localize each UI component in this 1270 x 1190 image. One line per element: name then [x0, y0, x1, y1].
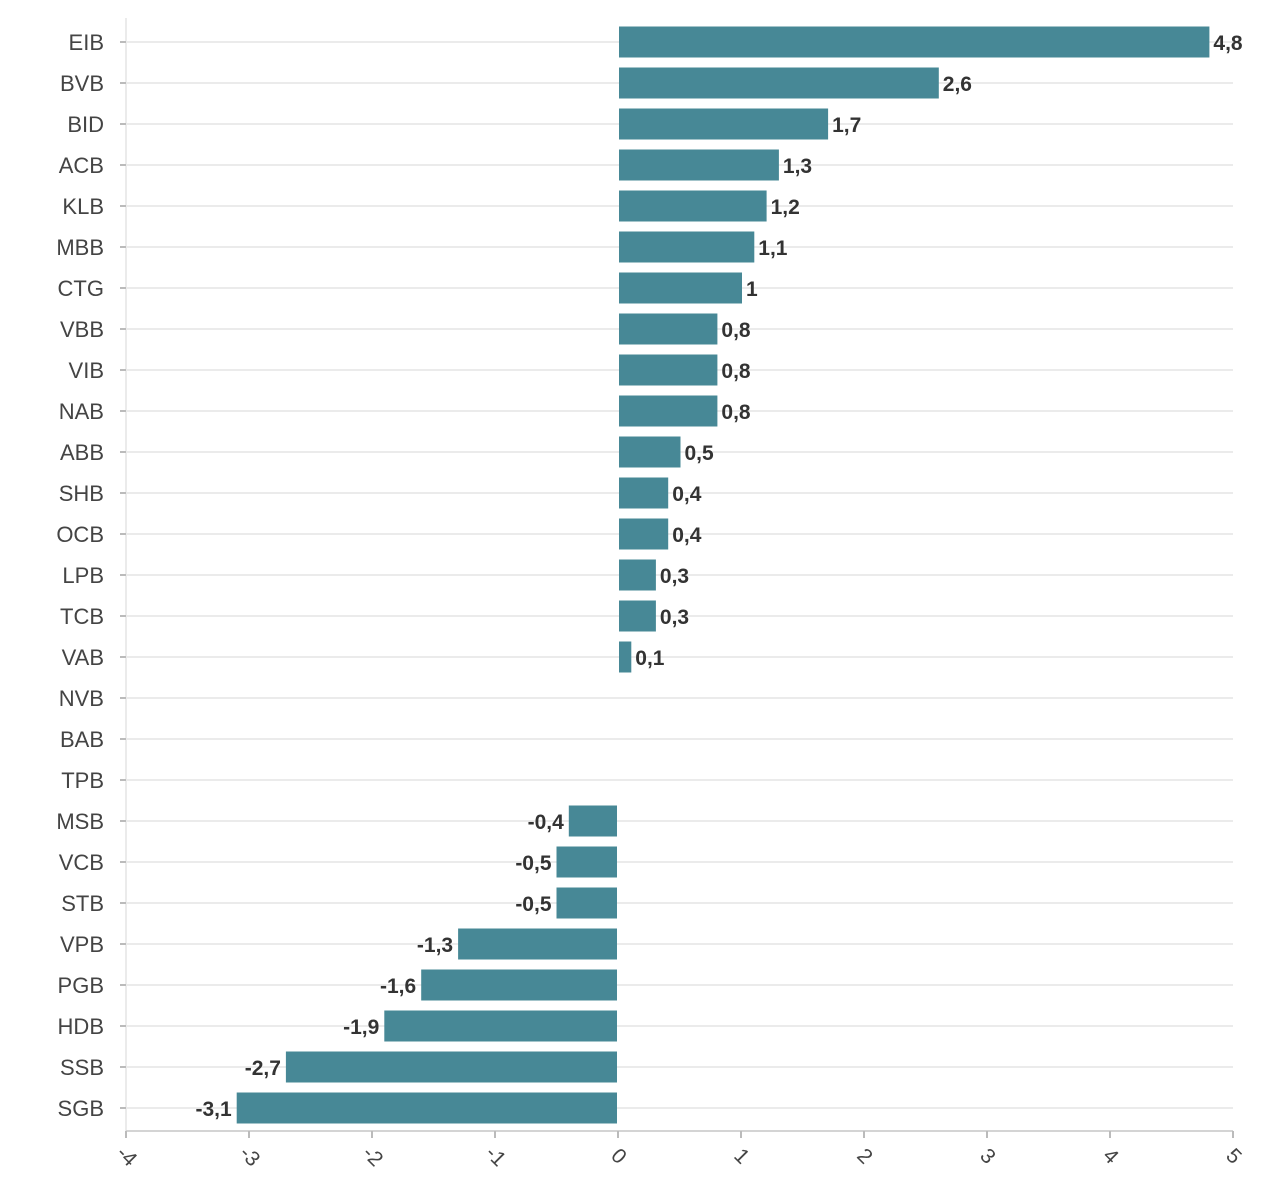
- category-label-nab: NAB: [59, 399, 104, 424]
- value-labels: 4,8 2,6 1,7 1,3 1,2 1,11 0,8 0,8 0,8 0,5 0,4 0,4 0,3…: [196, 32, 1243, 1121]
- bar-ctg: [619, 272, 742, 304]
- bar-ocb: [619, 518, 669, 550]
- category-label-klb: KLB: [62, 194, 104, 219]
- bar-tcb: [619, 600, 656, 632]
- value-label-vcb: -0,5: [515, 852, 552, 875]
- x-tick-label-3: -1: [481, 1142, 510, 1171]
- x-tick-label-5: 1: [729, 1144, 754, 1169]
- category-label-acb: ACB: [59, 153, 104, 178]
- category-label-vbb: VBB: [60, 317, 104, 342]
- value-label-abb: 0,5: [685, 442, 715, 465]
- value-label-nab: 0,8: [721, 401, 751, 424]
- x-tick-label-9: 5: [1221, 1144, 1246, 1169]
- bar-shb: [619, 477, 669, 509]
- bar-vab: [619, 641, 632, 673]
- category-label-stb: STB: [61, 891, 104, 916]
- bar-bvb: [619, 67, 939, 99]
- value-label-tcb: 0,3: [660, 606, 689, 629]
- category-label-vab: VAB: [62, 645, 104, 670]
- bars: [236, 26, 1210, 1124]
- category-label-sgb: SGB: [58, 1096, 104, 1121]
- bar-nab: [619, 395, 718, 427]
- x-tick-label-7: 3: [975, 1144, 1000, 1169]
- bar-stb: [556, 887, 617, 919]
- bar-msb: [568, 805, 617, 837]
- category-label-bab: BAB: [60, 727, 104, 752]
- category-label-vcb: VCB: [59, 850, 104, 875]
- value-label-msb: -0,4: [528, 811, 565, 834]
- bar-abb: [619, 436, 681, 468]
- bar-pgb: [421, 969, 617, 1001]
- category-label-bvb: BVB: [60, 71, 104, 96]
- x-tick-label-0: -4: [112, 1142, 142, 1172]
- value-label-ocb: 0,4: [672, 524, 702, 547]
- category-label-pgb: PGB: [58, 973, 104, 998]
- category-label-bid: BID: [67, 112, 104, 137]
- value-label-sgb: -3,1: [196, 1098, 233, 1121]
- value-label-stb: -0,5: [515, 893, 552, 916]
- bar-mbb: [619, 231, 755, 263]
- bar-vib: [619, 354, 718, 386]
- bar-vcb: [556, 846, 617, 878]
- x-tick-label-6: 2: [852, 1144, 877, 1169]
- x-axis: -4 -3 -2 -1 0 1 2 3 4 5: [112, 1130, 1246, 1172]
- bar-vbb: [619, 313, 718, 345]
- category-label-vpb: VPB: [60, 932, 104, 957]
- category-label-shb: SHB: [59, 481, 104, 506]
- x-tick-label-1: -3: [235, 1142, 264, 1171]
- bar-bid: [619, 108, 829, 140]
- x-tick-label-2: -2: [358, 1142, 387, 1171]
- bar-klb: [619, 190, 767, 222]
- value-label-klb: 1,2: [771, 196, 800, 219]
- value-label-shb: 0,4: [672, 483, 702, 506]
- value-label-acb: 1,3: [783, 155, 812, 178]
- value-label-vib: 0,8: [721, 360, 751, 383]
- value-label-bid: 1,7: [832, 114, 861, 137]
- category-label-msb: MSB: [56, 809, 104, 834]
- value-label-vpb: -1,3: [417, 934, 453, 957]
- value-label-lpb: 0,3: [660, 565, 689, 588]
- category-label-abb: ABB: [60, 440, 104, 465]
- category-label-tpb: TPB: [61, 768, 104, 793]
- category-label-ssb: SSB: [60, 1055, 104, 1080]
- category-label-lpb: LPB: [62, 563, 104, 588]
- value-label-vab: 0,1: [635, 647, 665, 670]
- bar-lpb: [619, 559, 656, 591]
- x-tick-label-4: 0: [606, 1144, 631, 1169]
- value-label-mbb: 1,1: [758, 237, 788, 260]
- value-label-eib: 4,8: [1213, 32, 1243, 55]
- category-label-ctg: CTG: [58, 276, 104, 301]
- bar-vpb: [458, 928, 617, 960]
- category-labels: EIB BVB BID ACB KLB MBB CTG VBB VIB NAB ABB SHB OCB L…: [56, 30, 104, 1121]
- category-label-eib: EIB: [69, 30, 104, 55]
- category-label-hdb: HDB: [58, 1014, 104, 1039]
- category-label-mbb: MBB: [56, 235, 104, 260]
- bar-acb: [619, 149, 779, 181]
- x-tick-label-8: 4: [1098, 1144, 1123, 1169]
- value-label-pgb: -1,6: [380, 975, 416, 998]
- category-label-nvb: NVB: [59, 686, 104, 711]
- bar-hdb: [384, 1010, 617, 1042]
- value-label-ctg: 1: [746, 278, 758, 301]
- bar-eib: [619, 26, 1210, 58]
- category-label-ocb: OCB: [56, 522, 104, 547]
- value-label-ssb: -2,7: [245, 1057, 281, 1080]
- bar-sgb: [236, 1092, 617, 1124]
- category-label-vib: VIB: [69, 358, 104, 383]
- value-label-hdb: -1,9: [343, 1016, 379, 1039]
- category-label-tcb: TCB: [60, 604, 104, 629]
- value-label-vbb: 0,8: [721, 319, 751, 342]
- value-label-bvb: 2,6: [943, 73, 972, 96]
- bar-ssb: [285, 1051, 617, 1083]
